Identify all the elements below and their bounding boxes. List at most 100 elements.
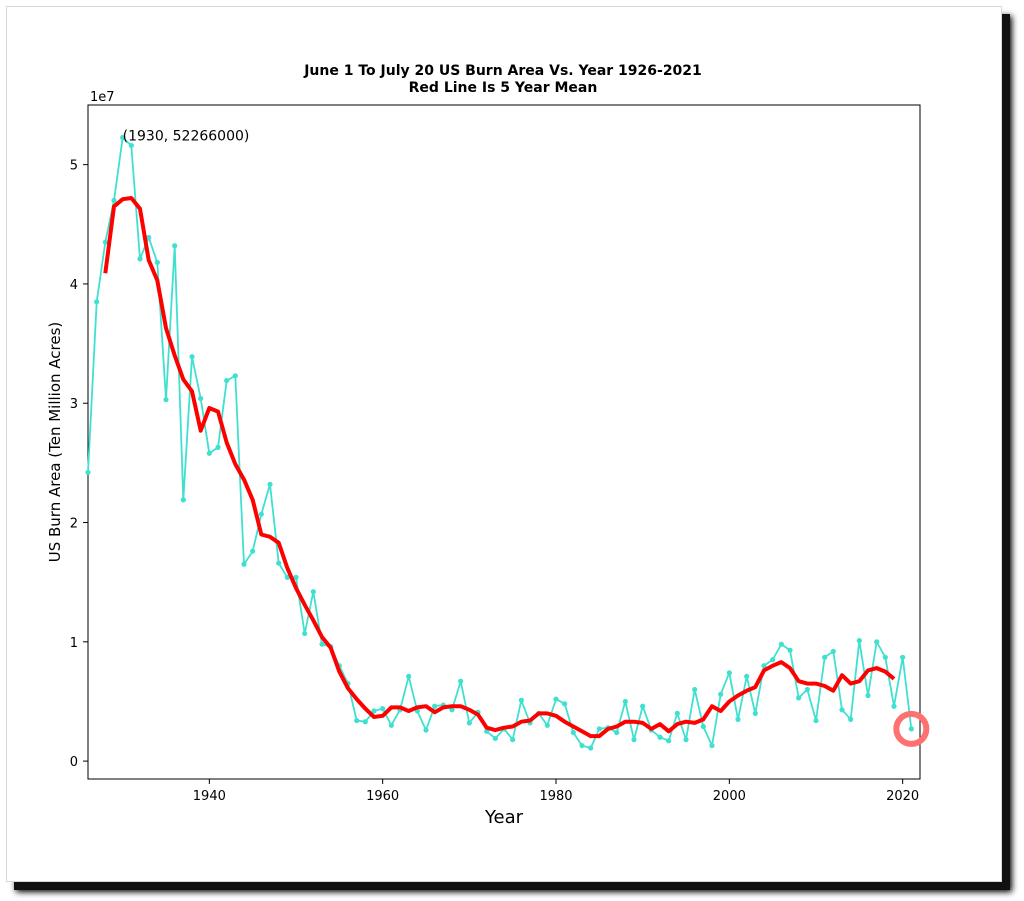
five-year-mean-line (103, 196, 896, 739)
burn-area-point (735, 716, 741, 722)
burn-area-point (813, 717, 819, 724)
burn-area-point (276, 560, 282, 566)
figure-frame (6, 6, 1002, 882)
burn-area-point (891, 703, 897, 709)
burn-area-point (232, 373, 238, 379)
burn-area-point (293, 574, 299, 580)
burn-area-point (900, 654, 906, 660)
burn-area-point (85, 469, 91, 476)
burn-area-point (362, 719, 368, 725)
burn-area-point (354, 717, 360, 724)
y-axis-label: US Burn Area (Ten Million Acres) (46, 322, 64, 563)
burn-area-point (796, 695, 802, 701)
burn-area-point (302, 630, 308, 637)
burn-area-point (94, 299, 100, 305)
burn-area-point (380, 706, 386, 712)
burn-area-point (423, 727, 429, 733)
burn-area-point (700, 723, 706, 730)
burn-area-point (761, 663, 767, 669)
burn-area-point (518, 697, 524, 703)
burn-area-point (102, 239, 108, 245)
burn-area-point (882, 654, 888, 660)
burn-area-point (631, 737, 637, 743)
y-tick-label: 1 (70, 636, 78, 651)
burn-area-point (371, 708, 377, 714)
burn-area-point (258, 511, 264, 517)
peak-annotation: (1930, 52266000) (123, 129, 250, 145)
y-tick-label: 3 (70, 397, 78, 412)
burn-area-point (778, 641, 784, 647)
burn-area-point (310, 589, 316, 595)
burn-area-point (640, 703, 646, 709)
burn-area-point (198, 395, 204, 402)
burn-area-point (163, 397, 169, 403)
chart-title: June 1 To July 20 US Burn Area Vs. Year … (303, 63, 702, 79)
burn-area-point (709, 742, 715, 749)
burn-area-point (830, 648, 836, 654)
y-tick-label: 2 (70, 517, 78, 532)
burn-area-point (770, 657, 776, 663)
burn-area-line (87, 136, 913, 749)
burn-area-point (856, 638, 862, 644)
y-tick-label: 0 (70, 755, 78, 770)
burn-area-point (137, 256, 143, 262)
burn-area-point (510, 737, 516, 743)
burn-area-point (752, 710, 758, 716)
burn-area-point (250, 548, 256, 554)
burn-area-point (120, 135, 126, 141)
burn-area-point (432, 703, 438, 709)
highlight-circle (893, 710, 930, 747)
burn-area-point (284, 574, 290, 580)
burn-area-point (692, 686, 698, 693)
burn-area-point (224, 377, 230, 384)
y-tick-label: 5 (70, 159, 78, 174)
burn-area-point (388, 722, 394, 728)
burn-area-point (657, 734, 663, 740)
burn-area-point (172, 243, 178, 249)
burn-area-point (111, 197, 117, 204)
burn-area-point (215, 444, 221, 450)
burn-area-point (562, 701, 568, 707)
burn-area-point (128, 142, 134, 149)
burn-area-point (544, 722, 550, 728)
x-tick-label: 1980 (539, 789, 572, 804)
burn-area-point (146, 234, 152, 241)
burn-area-point (596, 726, 602, 732)
burn-area-point (744, 673, 750, 680)
burn-area-point (908, 726, 914, 732)
burn-area-point (406, 673, 412, 680)
burn-area-point (865, 692, 871, 699)
burn-area-point (666, 738, 672, 744)
burn-area-point (726, 670, 732, 676)
burn-area-point (848, 716, 854, 722)
burn-area-point (822, 654, 828, 660)
burn-area-point (804, 686, 810, 693)
burn-area-point (492, 735, 498, 742)
burn-area-point (570, 729, 576, 736)
y-tick-label: 4 (70, 278, 78, 293)
burn-area-point (154, 259, 160, 266)
burn-area-point (683, 737, 689, 743)
x-tick-label: 1940 (193, 789, 226, 804)
burn-area-point (180, 497, 186, 503)
burn-area-point (206, 450, 212, 456)
x-axis-label: Year (484, 807, 524, 828)
burn-area-point (614, 729, 620, 736)
burn-area-point (874, 639, 880, 645)
x-tick-label: 2000 (713, 789, 746, 804)
burn-area-point (622, 698, 628, 705)
burn-area-point (588, 745, 594, 751)
burn-area-point (466, 720, 472, 726)
x-tick-label: 2020 (886, 789, 919, 804)
burn-area-point (267, 481, 273, 487)
burn-area-point (319, 641, 325, 647)
burn-area-point (839, 707, 845, 713)
burn-area-point (718, 691, 724, 697)
burn-area-point (449, 707, 455, 713)
burn-area-point (189, 354, 195, 360)
y-multiplier-label: 1e7 (90, 90, 115, 105)
burn-area-point (787, 647, 793, 653)
burn-area-point (458, 678, 464, 684)
burn-area-point (674, 710, 680, 716)
